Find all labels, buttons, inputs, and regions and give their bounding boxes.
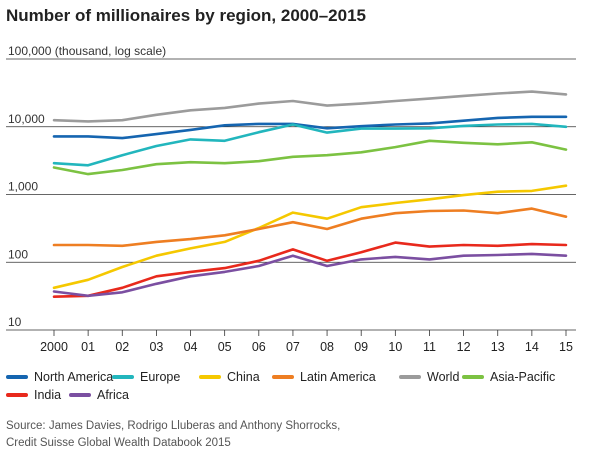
legend-label: China [227,370,260,384]
series-line-europe [52,122,568,167]
source-line-1: Source: James Davies, Rodrigo Lluberas a… [6,420,341,432]
legend-swatch [6,375,28,379]
legend-label: Europe [140,370,181,384]
legend-swatch [6,393,28,397]
legend-swatch [399,375,421,379]
series-line-africa [52,252,568,298]
legend-item-asia-pacific: Asia-Pacific [462,370,555,384]
chart-source: Source: James Davies, Rodrigo Lluberas a… [6,418,340,452]
legend-label: World [427,370,460,384]
legend-label: India [34,388,62,402]
y-tick-label: 100 [8,247,28,261]
x-tick-label: 2000 [40,340,68,354]
legend-swatch [272,375,294,379]
x-tick-label: 09 [354,340,368,354]
legend-label: Africa [97,388,129,402]
x-tick-label: 03 [149,340,163,354]
legend-label: North America [34,370,114,384]
series-line-latin-america [52,207,568,248]
legend-item-north-america: North America [6,370,113,384]
y-tick-label: 100,000 (thousand, log scale) [8,44,166,58]
series-line-asia-pacific [52,139,568,176]
series-line-world [52,90,568,123]
chart-title: Number of millionaires by region, 2000–2… [6,6,366,25]
x-tick-label: 13 [491,340,505,354]
legend-item-india: India [6,388,61,402]
legend-item-europe: Europe [112,370,180,384]
source-line-2: Credit Suisse Global Wealth Databook 201… [6,437,231,449]
y-tick-label: 10 [8,315,22,329]
x-tick-label: 06 [252,340,266,354]
series-line-india [52,241,568,299]
legend-item-world: World [399,370,459,384]
x-tick-label: 01 [81,340,95,354]
legend-swatch [462,375,484,379]
x-tick-label: 08 [320,340,334,354]
chart-plot: 10 100 1,000 10,000 100,000 (thousand, log s… [6,44,576,354]
x-tick-label: 10 [388,340,402,354]
x-tick-label: 12 [457,340,471,354]
series-line-china [52,184,568,290]
x-tick-label: 14 [525,340,539,354]
legend-swatch [199,375,221,379]
legend-item-africa: Africa [69,388,129,402]
legend-label: Latin America [300,370,376,384]
x-tick-label: 11 [423,340,436,354]
x-tick-label: 07 [286,340,300,354]
x-tick-label: 15 [559,340,573,354]
x-tick-label: 04 [184,340,198,354]
legend-item-china: China [199,370,260,384]
y-tick-label: 10,000 [8,112,45,126]
legend-swatch [112,375,134,379]
y-tick-label: 1,000 [8,180,38,194]
x-tick-label: 02 [115,340,129,354]
series-line-north-america [52,115,568,140]
legend-item-latin-america: Latin America [272,370,376,384]
legend-label: Asia-Pacific [490,370,556,384]
x-tick-label: 05 [218,340,232,354]
legend-swatch [69,393,91,397]
